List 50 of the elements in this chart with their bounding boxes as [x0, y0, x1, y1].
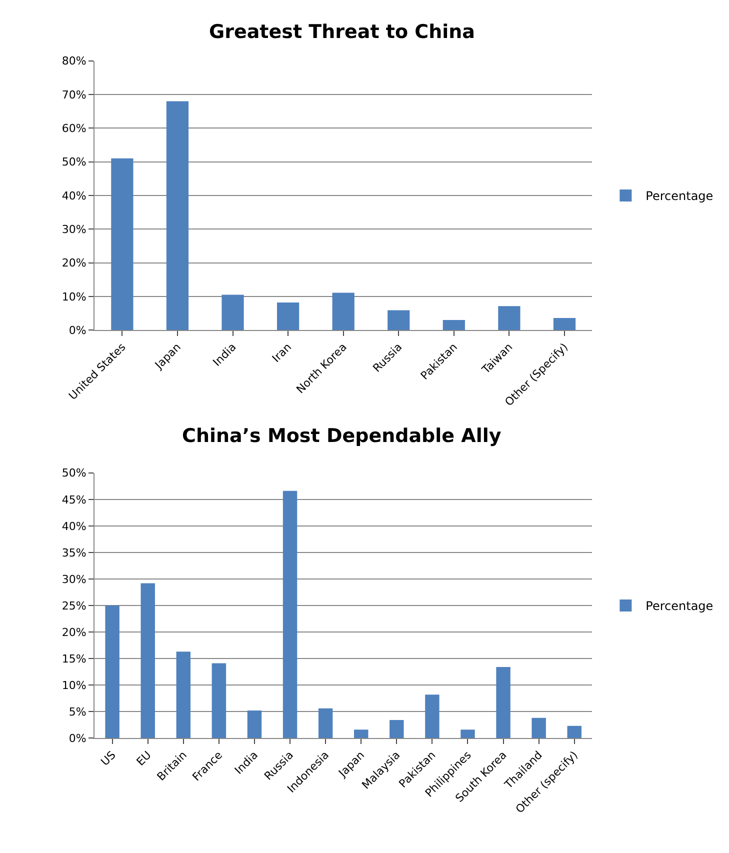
- y-tick-label: 25%: [62, 599, 86, 612]
- bar: [166, 101, 189, 330]
- y-tick-label: 50%: [62, 156, 86, 169]
- bar: [247, 710, 262, 738]
- bar: [442, 320, 465, 330]
- y-tick-label: 40%: [62, 189, 86, 202]
- y-tick-label: 50%: [62, 466, 86, 480]
- legend-label: Percentage: [646, 189, 714, 204]
- y-tick-label: 10%: [62, 290, 86, 304]
- x-tick-label: EU: [134, 748, 154, 768]
- y-tick-label: 35%: [62, 546, 86, 560]
- bar: [332, 292, 354, 330]
- bar: [105, 605, 120, 738]
- y-tick-label: 80%: [62, 54, 86, 68]
- y-tick-label: 60%: [62, 122, 86, 135]
- y-tick-label: 30%: [62, 572, 86, 586]
- y-tick-label: 20%: [62, 626, 86, 639]
- bar: [553, 318, 576, 330]
- bar: [498, 306, 520, 330]
- chart-title: China’s Most Dependable Ally: [182, 425, 502, 447]
- bar: [354, 730, 368, 738]
- bar: [140, 583, 155, 738]
- legend-label: Percentage: [646, 599, 714, 614]
- bar: [176, 652, 191, 738]
- bar: [282, 490, 298, 738]
- bar: [111, 158, 134, 330]
- bar: [425, 694, 440, 738]
- bar: [496, 667, 510, 738]
- y-tick-label: 45%: [62, 493, 86, 506]
- y-tick-label: 30%: [62, 222, 86, 236]
- x-tick-label: Iran: [270, 340, 294, 365]
- bar: [212, 663, 226, 738]
- bar: [390, 720, 404, 738]
- y-tick-label: 70%: [62, 88, 86, 102]
- bar: [532, 718, 546, 738]
- y-tick-label: 0%: [68, 732, 86, 745]
- y-tick-label: 0%: [68, 324, 86, 337]
- y-tick-label: 10%: [62, 678, 86, 692]
- bar: [460, 730, 475, 738]
- y-tick-label: 5%: [68, 705, 86, 718]
- y-tick-label: 15%: [62, 652, 86, 666]
- y-tick-label: 20%: [62, 256, 86, 270]
- x-tick-label: US: [98, 748, 118, 768]
- bar: [276, 302, 300, 330]
- bar: [567, 726, 582, 738]
- bar: [388, 310, 410, 330]
- bar: [318, 708, 333, 738]
- bar: [222, 294, 244, 330]
- chart-title: Greatest Threat to China: [209, 21, 475, 43]
- y-tick-label: 40%: [62, 520, 86, 533]
